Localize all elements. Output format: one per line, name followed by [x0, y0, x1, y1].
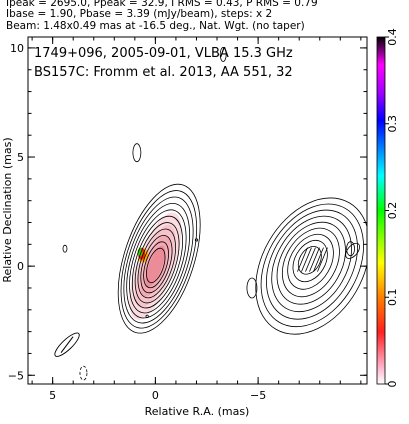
colorbar-tick-label: 0: [386, 381, 399, 388]
core-contour: [126, 202, 190, 319]
annotation-line-2: BS157C: Fromm et al. 2013, AA 551, 32: [34, 65, 293, 80]
plot-frame: [27, 36, 368, 385]
jet-hatch-line: [313, 247, 324, 272]
jet-hatch-line: [301, 247, 312, 272]
jet-contour: [287, 233, 334, 290]
core-fill-ellipse: [145, 245, 166, 287]
header-line-1: Ipeak = 2695.0, Ppeak = 32.9, I RMS = 0.…: [6, 0, 318, 9]
jet-contour: [271, 215, 352, 313]
y-tick-label: 5: [17, 151, 24, 164]
core-contour: [146, 247, 166, 284]
y-tick-label: −5: [8, 369, 24, 382]
colorbar-ticks: 0 0.1 0.2 0.3 0.4: [385, 28, 399, 388]
jet-contour: [281, 227, 340, 298]
beam-ellipse: [54, 332, 88, 381]
core-contour: [117, 183, 201, 334]
jet-hatch-line: [309, 247, 320, 272]
jet-contour: [276, 221, 346, 305]
y-tick-label: 10: [10, 42, 24, 55]
core-contour: [137, 228, 176, 299]
jet-contour: [292, 239, 328, 283]
small-contour: [62, 244, 68, 253]
jet-contour: [255, 197, 367, 335]
small-contour: [132, 143, 142, 163]
beam-shape: [54, 332, 80, 357]
small-contour: [346, 241, 355, 257]
small-contour: [246, 277, 258, 299]
core-contour: [123, 196, 194, 324]
x-axis-label: Relative R.A. (mas): [145, 405, 250, 418]
core-contours: [117, 183, 201, 334]
header-line-2: Ibase = 1.90, Pbase = 3.39 (mJy/beam), s…: [6, 8, 273, 20]
x-tick-label: 5: [49, 389, 56, 402]
jet-hatch-line: [297, 247, 308, 272]
header-line-3: Beam: 1.48x0.49 mas at -16.5 deg., Nat. …: [6, 20, 305, 32]
annotation-line-1: 1749+096, 2005-09-01, VLBA 15.3 GHz: [34, 46, 293, 61]
colorbar-tick-label: 0.2: [386, 202, 399, 220]
jet-hatch-line: [317, 247, 328, 272]
y-axis-label: Relative Declination (mas): [1, 137, 14, 282]
core-contour: [134, 222, 180, 304]
core-contour: [143, 241, 169, 289]
map-content: [62, 47, 367, 335]
edge-contour: [345, 242, 360, 259]
beam-major-axis: [60, 336, 74, 354]
y-tick-label: 0: [17, 260, 24, 273]
small-contour: [145, 314, 149, 318]
core-intensity-fill: [129, 212, 182, 320]
axis-ticks: 5 0 −5 −5 0 5 10: [8, 37, 367, 402]
colorbar-tick-label: 0.3: [386, 115, 399, 133]
jet-hatch-line: [305, 247, 316, 272]
small-contour: [219, 47, 227, 62]
x-tick-label: 0: [152, 389, 159, 402]
core-contour: [129, 209, 187, 314]
jet-contour: [266, 209, 358, 320]
small-features: [62, 47, 360, 318]
corner-contour: [79, 365, 88, 381]
colorbar-tick-label: 0.4: [386, 28, 399, 46]
x-tick-label: −5: [250, 389, 266, 402]
jet-contour: [297, 246, 322, 275]
colorbar: [376, 36, 386, 385]
core-contour: [131, 215, 183, 309]
colorbar-tick-label: 0.1: [386, 289, 399, 307]
core-contour: [140, 235, 173, 294]
jet-contours: [255, 197, 367, 335]
core-contour: [120, 190, 198, 329]
jet-contour: [260, 203, 364, 328]
small-contour: [194, 238, 199, 242]
